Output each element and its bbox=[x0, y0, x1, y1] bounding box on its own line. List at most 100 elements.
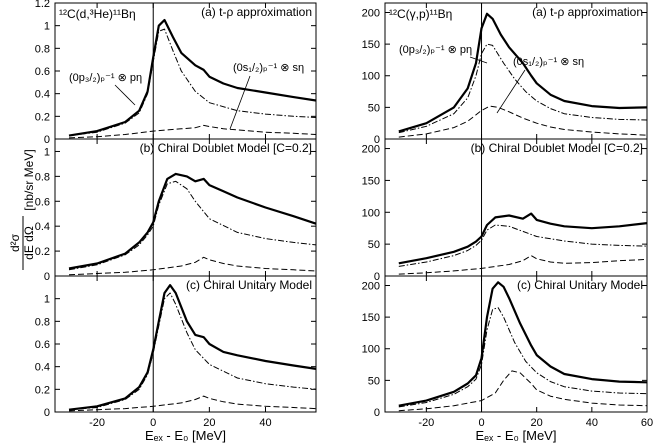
panel-label: (b) Chiral Doublet Model [C=0.2] bbox=[140, 141, 312, 155]
plot-frame bbox=[54, 275, 317, 413]
y-tick-label: 100 bbox=[362, 207, 380, 219]
y-tick-label: 0 bbox=[44, 407, 50, 419]
y-label-units: [nb/sr MeV] bbox=[22, 149, 36, 210]
annotation-arrow bbox=[229, 75, 251, 130]
series-group bbox=[68, 18, 316, 139]
y-label-numerator: d²σ bbox=[8, 233, 22, 252]
series-line-dashed bbox=[398, 105, 647, 138]
y-tick-label: 0.2 bbox=[35, 111, 50, 123]
y-tick-label: 150 bbox=[362, 312, 380, 324]
panel-label: (a) t-ρ approximation bbox=[201, 5, 312, 19]
y-tick-label: 1.2 bbox=[35, 0, 50, 10]
x-tick-label: 20 bbox=[531, 417, 543, 429]
y-tick-label: 50 bbox=[368, 375, 380, 387]
annotation-label: (0p₃/₂)ₚ⁻¹ ⊗ pη bbox=[69, 72, 142, 84]
x-tick-label: 60 bbox=[641, 417, 653, 429]
series-line-dashed bbox=[68, 256, 316, 276]
y-tick-label: 50 bbox=[368, 102, 380, 114]
y-tick-label: 0.6 bbox=[35, 196, 50, 208]
y-tick-label: 200 bbox=[362, 280, 380, 292]
x-tick-label: 0 bbox=[150, 417, 156, 429]
y-tick-label: 0 bbox=[374, 271, 380, 283]
reaction-label: ¹²C(d,³He)¹¹Bη bbox=[59, 7, 136, 21]
panel-label: (c) Chiral Unitary Model bbox=[186, 278, 312, 292]
x-tick-label: 20 bbox=[203, 417, 215, 429]
y-label-denominator: dE dΩ bbox=[22, 226, 36, 260]
series-group bbox=[398, 281, 647, 412]
y-tick-label: 0 bbox=[44, 134, 50, 146]
series-line-solid bbox=[68, 172, 316, 270]
y-tick-label: 0.6 bbox=[35, 339, 50, 351]
y-tick-label: 50 bbox=[368, 239, 380, 251]
annotation-arrow bbox=[496, 69, 526, 114]
y-tick-label: 100 bbox=[362, 71, 380, 83]
series-line-dashdot bbox=[68, 180, 316, 271]
y-tick-label: 100 bbox=[362, 344, 380, 356]
x-axis-label: Eₑₓ - E₀ [MeV] bbox=[476, 428, 557, 443]
x-tick-label: -20 bbox=[418, 417, 434, 429]
series-line-dashdot bbox=[68, 28, 316, 137]
y-axis-label: d²σ dE dΩ [nb/sr MeV] bbox=[8, 149, 36, 270]
annotation-label: (0s₁/₂)ₚ⁻¹ ⊗ sη bbox=[513, 56, 584, 68]
y-tick-label: 0.8 bbox=[35, 43, 50, 55]
series-line-dashed bbox=[68, 124, 316, 139]
series-group bbox=[398, 12, 647, 138]
panel-label: (c) Chiral Unitary Model bbox=[517, 278, 643, 292]
panel-0-2: 0 0.2 0.4 0.6 0.8 1 -20 0 20 40 (c) Chiral Unitary… bbox=[35, 275, 317, 443]
y-tick-label: 0.6 bbox=[35, 66, 50, 78]
series-line-solid bbox=[398, 212, 647, 265]
series-group bbox=[68, 172, 316, 276]
series-line-dashed bbox=[398, 370, 647, 412]
series-line-dashed bbox=[398, 255, 647, 275]
y-tick-label: 0.8 bbox=[35, 316, 50, 328]
series-line-solid bbox=[398, 281, 647, 407]
panel-1-2: 0 50 100 150 200 -20 0 20 40 60 (c) Chiral Unitary… bbox=[362, 275, 653, 443]
y-tick-label: 0 bbox=[44, 271, 50, 283]
series-line-dashdot bbox=[398, 43, 647, 134]
annotation-label: (0p₃/₂)ₚ⁻¹ ⊗ pη bbox=[399, 44, 472, 56]
y-tick-label: 0 bbox=[374, 134, 380, 146]
panel-label: (a) t-ρ approximation bbox=[532, 5, 643, 19]
panel-0-0: 0 0.2 0.4 0.6 0.8 1 1.2 (a) t-ρ approximation ¹²… bbox=[35, 0, 317, 146]
y-tick-label: 0.4 bbox=[35, 89, 50, 101]
annotation-arrow bbox=[114, 84, 136, 106]
series-line-dashdot bbox=[398, 224, 647, 267]
series-line-dashdot bbox=[68, 292, 316, 411]
x-tick-label: 0 bbox=[478, 417, 484, 429]
x-tick-label: 40 bbox=[586, 417, 598, 429]
annotation-label: (0s₁/₂)ₚ⁻¹ ⊗ sη bbox=[233, 62, 304, 74]
y-tick-label: 0.2 bbox=[35, 384, 50, 396]
series-line-solid bbox=[398, 12, 647, 133]
series-line-solid bbox=[68, 18, 316, 137]
series-line-dashdot bbox=[398, 307, 647, 408]
annotation-arrow bbox=[469, 56, 488, 64]
x-tick-label: -20 bbox=[89, 417, 105, 429]
series-group bbox=[398, 212, 647, 275]
y-tick-label: 0.8 bbox=[35, 171, 50, 183]
reaction-label: ¹²C(γ,p)¹¹Bη bbox=[389, 7, 452, 21]
y-tick-label: 0.4 bbox=[35, 362, 50, 374]
panel-1-1: 0 50 100 150 200 (b) Chiral Doublet Model [C=… bbox=[362, 138, 648, 283]
y-tick-label: 200 bbox=[362, 7, 380, 19]
series-line-dashed bbox=[68, 395, 316, 412]
series-group bbox=[68, 284, 316, 412]
y-tick-label: 0.4 bbox=[35, 221, 50, 233]
y-tick-label: 200 bbox=[362, 144, 380, 156]
y-tick-label: 0.2 bbox=[35, 246, 50, 258]
series-line-solid bbox=[68, 284, 316, 411]
y-tick-label: 150 bbox=[362, 175, 380, 187]
plot-frame bbox=[54, 138, 317, 277]
y-tick-label: 1 bbox=[44, 294, 50, 306]
y-tick-label: 1 bbox=[44, 146, 50, 158]
panel-label: (b) Chiral Doublet Model [C=0.2] bbox=[471, 141, 643, 155]
plot-frame bbox=[384, 275, 648, 413]
x-axis-label: Eₑₓ - E₀ [MeV] bbox=[145, 428, 226, 443]
panel-1-0: 0 50 100 150 200 (a) t-ρ approximation ¹²C(γ,p… bbox=[362, 2, 648, 146]
y-tick-label: 150 bbox=[362, 39, 380, 51]
plot-frame bbox=[384, 138, 648, 277]
y-tick-label: 0 bbox=[374, 407, 380, 419]
x-tick-label: 40 bbox=[259, 417, 271, 429]
panel-0-1: 0 0.2 0.4 0.6 0.8 1 (b) Chiral Doublet Model [… bbox=[35, 138, 317, 283]
y-tick-label: 1 bbox=[44, 21, 50, 33]
